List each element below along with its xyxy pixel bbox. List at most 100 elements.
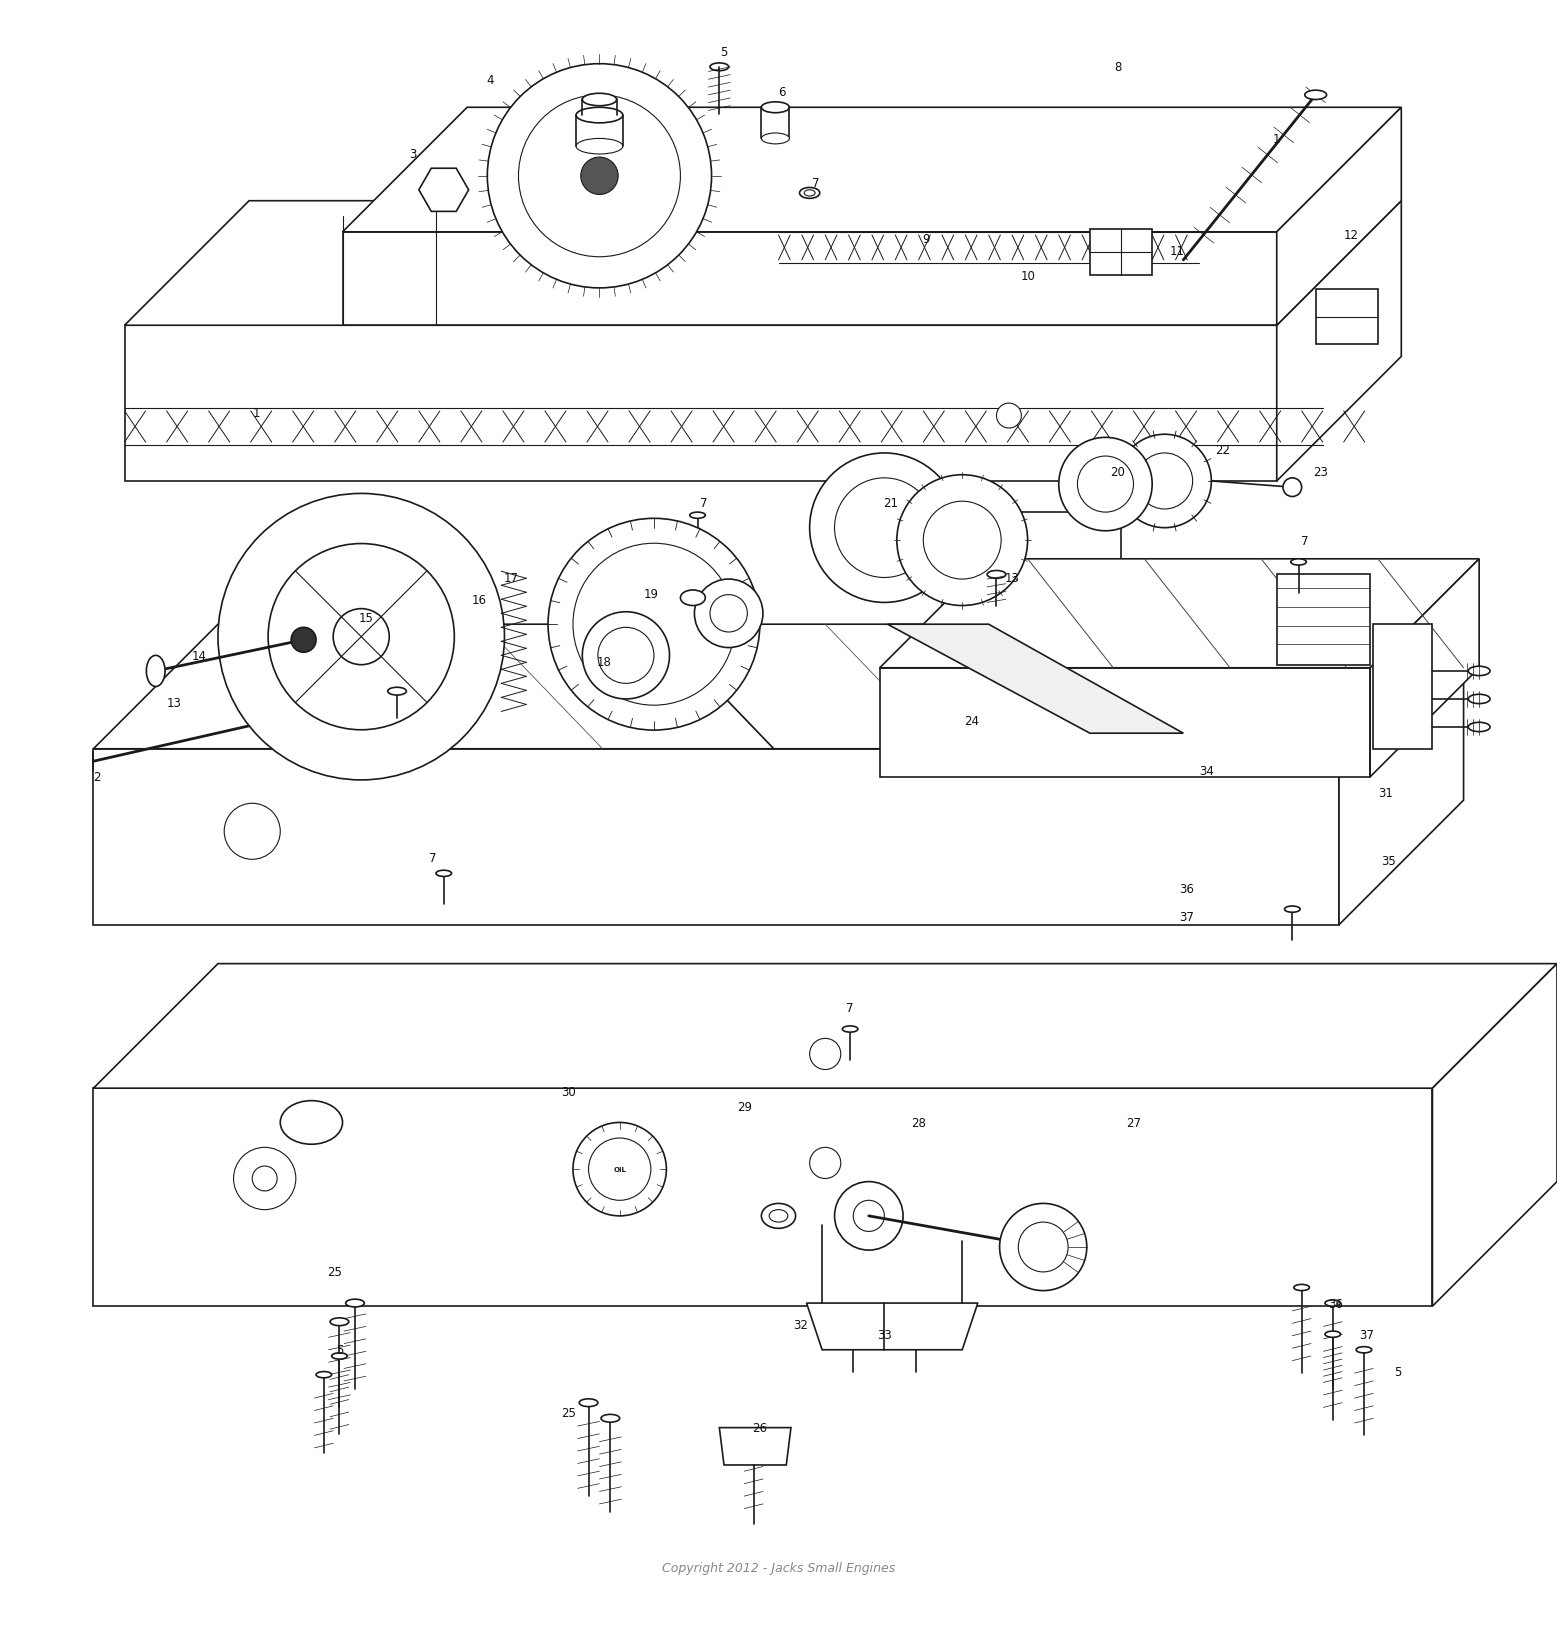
Text: 32: 32 [793,1318,808,1332]
Text: 34: 34 [1199,765,1214,778]
Polygon shape [1370,559,1479,778]
Circle shape [218,494,504,781]
Ellipse shape [1356,1346,1372,1353]
Ellipse shape [1294,1284,1309,1290]
Ellipse shape [1325,1332,1341,1338]
Ellipse shape [769,1210,788,1223]
Polygon shape [887,625,1183,733]
Text: 13: 13 [1004,572,1020,585]
Text: SMALL ENGINES: SMALL ENGINES [663,801,831,822]
Ellipse shape [576,140,623,155]
Ellipse shape [710,64,729,71]
Text: 21: 21 [883,498,898,509]
Polygon shape [1277,575,1370,666]
Circle shape [1059,438,1152,531]
Bar [1316,290,1378,344]
Ellipse shape [601,1414,620,1422]
Circle shape [1077,456,1133,513]
Text: 25: 25 [327,1266,343,1279]
Ellipse shape [1291,559,1306,565]
Ellipse shape [346,1299,364,1307]
Polygon shape [1277,201,1401,481]
Text: 5: 5 [1395,1365,1401,1378]
Circle shape [252,1167,277,1192]
Text: 7: 7 [847,1000,853,1014]
Text: 9: 9 [923,232,930,246]
Circle shape [1137,453,1193,509]
Text: 8: 8 [1115,61,1121,74]
Text: Jacks®: Jacks® [666,725,828,768]
Ellipse shape [1285,906,1300,913]
Circle shape [996,404,1021,428]
Circle shape [487,64,712,288]
Text: 36: 36 [1328,1297,1344,1310]
Ellipse shape [800,188,819,199]
Text: 18: 18 [596,656,612,669]
Text: 29: 29 [736,1101,752,1114]
Ellipse shape [146,656,165,687]
Text: 13: 13 [167,695,182,709]
Polygon shape [996,513,1121,575]
Circle shape [897,475,1028,606]
Text: 5: 5 [721,46,727,59]
Text: 19: 19 [643,587,659,600]
Text: 26: 26 [752,1421,768,1434]
Polygon shape [343,109,1401,232]
Circle shape [224,804,280,860]
Text: 1: 1 [1274,133,1280,145]
Ellipse shape [436,870,452,877]
Ellipse shape [576,109,623,124]
Text: 22: 22 [1214,443,1230,456]
Circle shape [810,453,959,603]
Text: 11: 11 [1169,246,1185,257]
Text: 10: 10 [1020,270,1035,283]
Polygon shape [343,232,1277,326]
Polygon shape [807,1304,978,1350]
Text: 23: 23 [1313,466,1328,480]
Text: 6: 6 [778,86,785,99]
Ellipse shape [1468,723,1490,732]
Text: 31: 31 [1378,786,1394,799]
Text: 3: 3 [409,148,416,162]
Text: 24: 24 [964,715,979,728]
Ellipse shape [1468,695,1490,704]
Ellipse shape [690,513,705,519]
Circle shape [694,580,763,648]
Circle shape [853,1200,884,1231]
Text: 4: 4 [487,74,494,87]
Text: 20: 20 [1110,466,1126,480]
Ellipse shape [1305,91,1327,101]
Circle shape [582,613,670,699]
Ellipse shape [330,1318,349,1327]
Text: 7: 7 [701,498,707,509]
Polygon shape [1277,109,1401,326]
Polygon shape [419,170,469,213]
Text: 35: 35 [1381,855,1397,868]
Polygon shape [125,326,1277,481]
Text: 28: 28 [911,1116,926,1129]
Text: 5: 5 [336,1343,343,1356]
Ellipse shape [582,94,617,107]
Polygon shape [93,750,1339,925]
Text: 33: 33 [877,1328,892,1341]
Text: 12: 12 [1344,229,1359,242]
Ellipse shape [280,1101,343,1145]
Text: OIL: OIL [613,1167,626,1172]
Text: 25: 25 [561,1406,576,1419]
Text: 27: 27 [1126,1116,1141,1129]
Circle shape [589,1139,651,1200]
Ellipse shape [1325,1300,1341,1307]
Circle shape [923,503,1001,580]
Text: 15: 15 [358,611,374,625]
Polygon shape [1373,625,1432,750]
Ellipse shape [1468,667,1490,676]
Text: 7: 7 [1302,534,1308,547]
Circle shape [1000,1203,1087,1290]
Circle shape [268,544,455,730]
Circle shape [1118,435,1211,529]
Text: 7: 7 [813,176,819,190]
Text: 30: 30 [561,1084,576,1098]
Circle shape [710,595,747,633]
Text: 14: 14 [192,649,207,662]
Bar [1090,229,1152,277]
